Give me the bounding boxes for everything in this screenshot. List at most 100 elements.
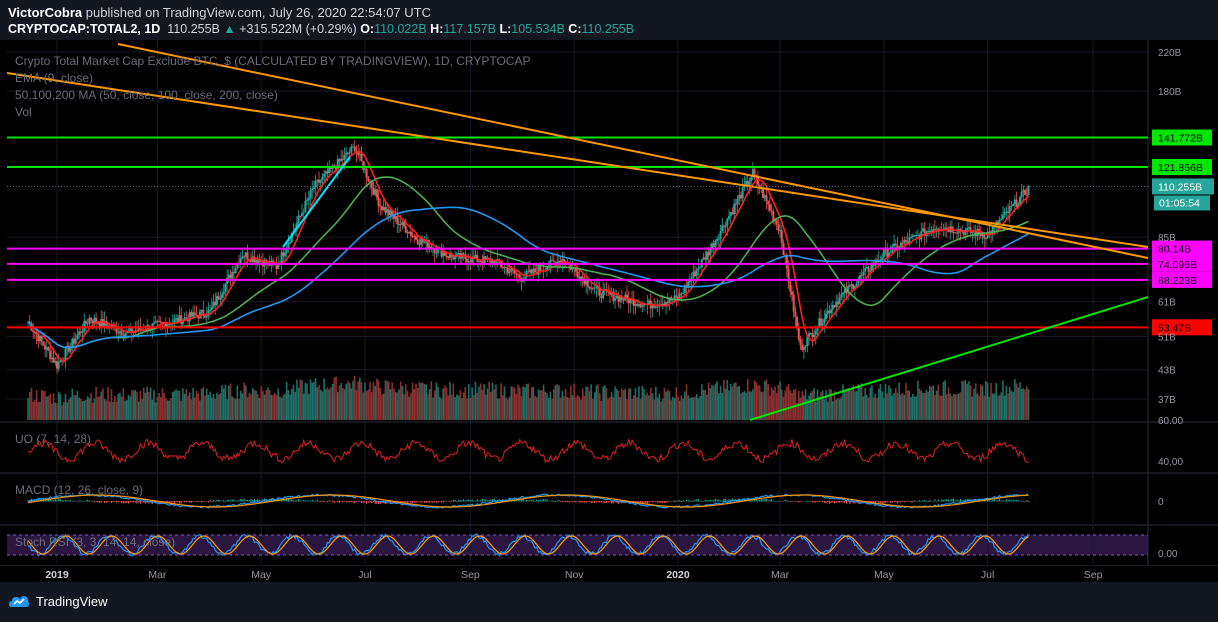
candle-body bbox=[394, 216, 397, 219]
macd-hist-bar bbox=[793, 500, 795, 502]
price-tick: 220B bbox=[1158, 48, 1182, 59]
candle-body bbox=[380, 206, 383, 211]
volume-bar bbox=[340, 382, 342, 420]
macd-hist-bar bbox=[833, 501, 836, 504]
macd-hist-bar bbox=[639, 501, 642, 504]
volume-bar bbox=[775, 393, 778, 420]
macd-hist-bar bbox=[352, 501, 354, 503]
volume-bar bbox=[321, 391, 324, 420]
volume-bar bbox=[910, 397, 912, 420]
macd-hist-bar bbox=[742, 498, 744, 502]
volume-bar bbox=[842, 384, 844, 420]
candle-body bbox=[510, 268, 513, 272]
volume-bar bbox=[1008, 386, 1011, 420]
volume-bar bbox=[825, 390, 827, 420]
volume-bar bbox=[161, 388, 164, 420]
volume-bar bbox=[1025, 386, 1028, 420]
level-tag bbox=[1152, 129, 1212, 146]
volume-bar bbox=[905, 382, 907, 420]
macd-hist-bar bbox=[466, 499, 468, 502]
volume-bar bbox=[1014, 379, 1016, 420]
volume-bar bbox=[828, 388, 831, 420]
macd-hist-bar bbox=[944, 499, 946, 502]
price-chart[interactable]: 141.772B121.856B80.14B74.096B68.223B53.4… bbox=[0, 40, 1218, 582]
volume-bar bbox=[840, 396, 843, 420]
volume-bar bbox=[968, 381, 970, 420]
volume-bar bbox=[826, 401, 829, 420]
candle-body bbox=[214, 301, 217, 306]
time-tick: May bbox=[251, 569, 272, 581]
volume-bar bbox=[478, 386, 480, 420]
volume-bar bbox=[141, 398, 143, 420]
candle-body bbox=[585, 280, 588, 285]
candle-body bbox=[636, 304, 639, 306]
level-label: 53.47B bbox=[1158, 322, 1191, 334]
macd-hist-bar bbox=[303, 500, 305, 502]
macd-hist-bar bbox=[212, 500, 215, 502]
macd-hist-bar bbox=[58, 498, 60, 502]
macd-hist-bar bbox=[408, 501, 410, 503]
macd-hist-bar bbox=[46, 500, 48, 502]
macd-hist-bar bbox=[815, 501, 817, 503]
macd-hist-bar bbox=[946, 499, 948, 502]
price-tick: 37B bbox=[1158, 395, 1176, 406]
macd-hist-bar bbox=[372, 501, 375, 503]
volume-bar bbox=[517, 384, 519, 420]
macd-hist-bar bbox=[315, 501, 317, 502]
macd-hist-bar bbox=[430, 501, 432, 502]
time-tick: 2019 bbox=[45, 569, 69, 581]
volume-bar bbox=[454, 397, 456, 420]
macd-hist-bar bbox=[75, 500, 77, 502]
volume-bar bbox=[90, 392, 92, 420]
volume-bar bbox=[655, 386, 657, 420]
macd-hist-bar bbox=[95, 501, 97, 502]
macd-hist-bar bbox=[924, 500, 926, 502]
candle-body bbox=[358, 153, 361, 156]
candle-body bbox=[678, 293, 681, 300]
macd-hist-bar bbox=[701, 500, 703, 502]
volume-bar bbox=[69, 397, 72, 420]
volume-bar bbox=[677, 396, 679, 420]
volume-bar bbox=[112, 401, 114, 420]
candle-body bbox=[816, 327, 819, 331]
volume-bar bbox=[507, 399, 509, 420]
volume-bar bbox=[765, 379, 768, 420]
volume-bar bbox=[229, 383, 232, 420]
macd-hist-bar bbox=[197, 501, 199, 502]
macd-hist-bar bbox=[209, 500, 211, 502]
candle-body bbox=[835, 301, 838, 308]
macd-hist-bar bbox=[541, 499, 543, 502]
volume-bar bbox=[735, 382, 737, 420]
candle-body bbox=[464, 254, 467, 259]
author-name[interactable]: VictorCobra bbox=[8, 5, 83, 20]
candle-body bbox=[488, 257, 491, 259]
macd-hist-bar bbox=[786, 500, 788, 502]
volume-bar bbox=[879, 384, 882, 420]
candle-body bbox=[753, 169, 756, 175]
macd-hist-bar bbox=[192, 501, 194, 502]
macd-hist-bar bbox=[218, 499, 220, 502]
volume-bar bbox=[985, 380, 987, 420]
volume-bar bbox=[51, 403, 53, 420]
volume-bar bbox=[284, 393, 286, 420]
candle-body bbox=[391, 210, 394, 216]
macd-hist-bar bbox=[862, 501, 865, 503]
macd-hist-bar bbox=[119, 501, 121, 502]
candle-body bbox=[714, 240, 717, 248]
volume-bar bbox=[408, 396, 410, 420]
candle-body bbox=[581, 276, 584, 279]
macd-hist-bar bbox=[655, 501, 657, 503]
macd-hist-bar bbox=[694, 499, 696, 502]
volume-bar bbox=[685, 384, 688, 420]
candle-body bbox=[733, 203, 736, 215]
volume-bar bbox=[833, 391, 836, 420]
volume-bar bbox=[741, 392, 744, 420]
candle-body bbox=[969, 227, 972, 233]
tradingview-logo[interactable]: TradingView bbox=[8, 593, 108, 609]
candle-body bbox=[806, 336, 809, 347]
macd-hist-bar bbox=[429, 501, 431, 503]
volume-bar bbox=[469, 398, 472, 420]
candle-body bbox=[204, 315, 207, 318]
candle-body bbox=[826, 310, 829, 314]
volume-bar bbox=[88, 397, 91, 420]
